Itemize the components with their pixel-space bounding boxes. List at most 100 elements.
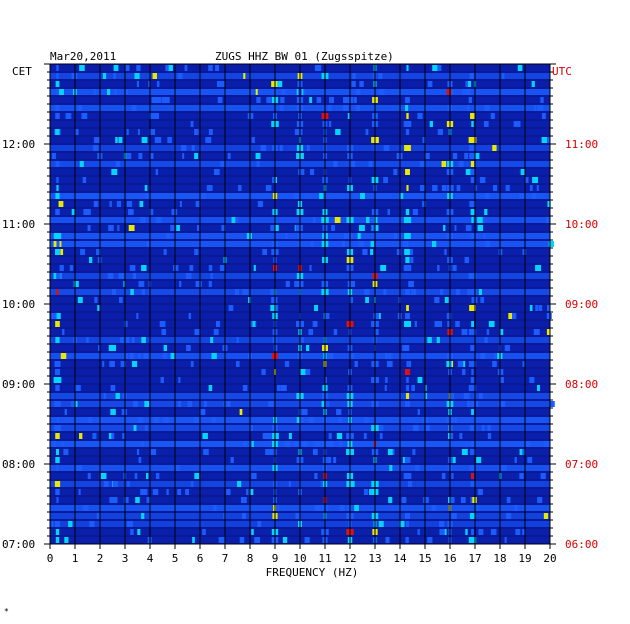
energy-speckle <box>446 361 452 367</box>
energy-speckle <box>257 201 264 207</box>
energy-speckle <box>437 129 443 135</box>
energy-streak <box>55 321 60 327</box>
energy-speckle <box>77 297 83 303</box>
energy-speckle <box>129 353 134 359</box>
energy-speckle <box>517 65 523 71</box>
energy-speckle <box>127 481 130 487</box>
energy-speckle <box>81 113 88 119</box>
energy-speckle <box>333 161 338 167</box>
x-axis-title: FREQUENCY (HZ) <box>266 566 359 579</box>
energy-speckle <box>333 457 337 463</box>
energy-speckle <box>546 313 552 319</box>
energy-speckle <box>439 289 444 295</box>
energy-speckle <box>271 297 274 303</box>
energy-streak <box>471 121 474 127</box>
energy-streak <box>469 513 476 519</box>
energy-speckle <box>334 217 341 223</box>
energy-speckle <box>439 521 445 527</box>
energy-speckle <box>451 513 457 519</box>
energy-speckle <box>149 209 154 215</box>
energy-speckle <box>118 273 125 279</box>
energy-speckle <box>152 489 159 495</box>
energy-speckle <box>459 433 463 439</box>
energy-speckle <box>109 497 113 503</box>
energy-speckle <box>467 81 472 87</box>
energy-speckle <box>383 145 390 151</box>
energy-speckle <box>409 249 413 255</box>
y-tick-label-utc: 07:00 <box>565 458 598 471</box>
energy-speckle <box>493 529 497 535</box>
energy-speckle <box>434 297 439 303</box>
energy-speckle <box>285 233 288 239</box>
energy-speckle <box>210 337 214 343</box>
energy-speckle <box>113 65 119 71</box>
energy-speckle <box>310 169 315 175</box>
energy-speckle <box>492 361 497 367</box>
energy-speckle <box>314 65 318 71</box>
energy-speckle <box>427 337 432 343</box>
energy-speckle <box>98 417 103 423</box>
energy-speckle <box>469 449 476 455</box>
energy-speckle <box>373 313 379 319</box>
energy-speckle <box>243 441 248 447</box>
energy-speckle <box>424 393 428 399</box>
energy-speckle <box>155 217 162 223</box>
energy-speckle <box>349 353 355 359</box>
energy-speckle <box>213 329 219 335</box>
energy-speckle <box>53 441 56 447</box>
energy-speckle <box>109 361 115 367</box>
energy-speckle <box>294 441 299 447</box>
energy-speckle <box>202 529 206 535</box>
energy-speckle <box>143 353 149 359</box>
energy-streak <box>55 161 60 167</box>
energy-speckle <box>159 321 166 327</box>
energy-speckle <box>141 513 145 519</box>
energy-speckle <box>437 65 442 71</box>
energy-speckle <box>107 273 113 279</box>
energy-speckle <box>423 497 429 503</box>
energy-speckle <box>96 513 100 519</box>
energy-speckle <box>218 537 225 543</box>
energy-speckle <box>342 241 346 247</box>
energy-speckle <box>304 369 311 375</box>
energy-speckle <box>100 473 107 479</box>
energy-streak <box>471 369 474 375</box>
energy-speckle <box>378 521 384 527</box>
energy-speckle <box>443 225 446 231</box>
energy-speckle <box>320 481 323 487</box>
energy-speckle <box>165 97 170 103</box>
energy-speckle <box>293 193 300 199</box>
energy-speckle <box>114 89 117 95</box>
energy-speckle <box>520 169 525 175</box>
energy-streak <box>54 361 61 367</box>
energy-speckle <box>236 337 239 343</box>
energy-speckle <box>217 97 223 103</box>
energy-speckle <box>354 361 358 367</box>
energy-speckle <box>543 513 549 519</box>
energy-speckle <box>77 105 83 111</box>
energy-speckle <box>531 81 535 87</box>
x-tick-label: 17 <box>468 552 481 565</box>
energy-speckle <box>128 201 133 207</box>
energy-speckle <box>497 369 504 375</box>
energy-speckle <box>141 265 147 271</box>
energy-streak <box>404 321 411 327</box>
energy-speckle <box>135 497 140 503</box>
energy-speckle <box>276 385 281 391</box>
energy-speckle <box>536 185 539 191</box>
energy-speckle <box>319 193 324 199</box>
energy-speckle <box>68 521 73 527</box>
energy-speckle <box>532 193 537 199</box>
y-tick-label-cet: 12:00 <box>2 138 35 151</box>
energy-speckle <box>441 161 447 167</box>
energy-speckle <box>437 265 440 271</box>
energy-speckle <box>327 457 332 463</box>
energy-speckle <box>324 377 328 383</box>
energy-speckle <box>82 505 89 511</box>
energy-speckle <box>359 81 364 87</box>
energy-speckle <box>312 217 316 223</box>
energy-speckle <box>537 497 543 503</box>
energy-speckle <box>465 81 470 87</box>
energy-speckle <box>226 489 231 495</box>
energy-speckle <box>475 153 480 159</box>
